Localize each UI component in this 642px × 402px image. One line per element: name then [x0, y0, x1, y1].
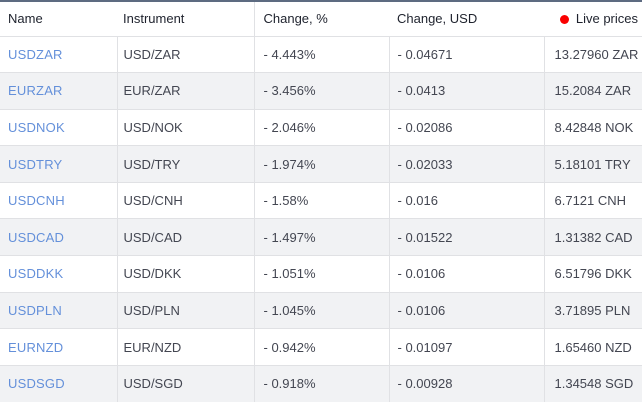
- symbol-link[interactable]: USDSGD: [8, 376, 65, 392]
- instrument-cell: USD/ZAR: [116, 35, 254, 73]
- change-pct-cell: - 0.942%: [253, 328, 389, 366]
- change-pct-cell: - 4.443%: [253, 35, 389, 73]
- table-row: USDPLN USD/PLN - 1.045% - 0.0106 3.71895…: [0, 291, 642, 329]
- table-row: EURNZD EUR/NZD - 0.942% - 0.01097 1.6546…: [0, 328, 642, 366]
- live-price-cell: 6.51796 DKK: [543, 255, 642, 293]
- table-row: USDZAR USD/ZAR - 4.443% - 0.04671 13.279…: [0, 35, 642, 73]
- symbol-link[interactable]: USDTRY: [8, 156, 63, 172]
- change-pct-cell: - 1.497%: [253, 218, 389, 256]
- instrument-cell: USD/DKK: [116, 255, 254, 293]
- change-pct-cell: - 1.045%: [253, 291, 389, 329]
- symbol-link[interactable]: USDNOK: [8, 119, 65, 135]
- change-pct-cell: - 1.974%: [253, 145, 389, 183]
- instrument-cell: USD/PLN: [116, 291, 254, 329]
- live-price-cell: 1.31382 CAD: [543, 218, 642, 256]
- table-row: USDTRY USD/TRY - 1.974% - 0.02033 5.1810…: [0, 145, 642, 183]
- column-header-name: Name: [8, 11, 43, 27]
- column-header-instrument: Instrument: [123, 11, 185, 27]
- live-dot-icon: [559, 15, 569, 25]
- live-price-cell: 13.27960 ZAR: [543, 35, 642, 73]
- change-pct-cell: - 1.051%: [253, 255, 389, 293]
- table-row: USDCNH USD/CNH - 1.58% - 0.016 6.7121 CN…: [0, 181, 642, 219]
- top-accent-bar: [0, 0, 642, 2]
- change-usd-cell: - 0.01097: [388, 328, 544, 366]
- live-price-cell: 1.34548 SGD: [543, 364, 642, 402]
- header-row: Name Instrument Change, % Change, USD Li…: [0, 2, 642, 36]
- change-usd-cell: - 0.0106: [388, 291, 544, 329]
- change-usd-cell: - 0.04671: [388, 35, 544, 73]
- change-usd-cell: - 0.00928: [388, 364, 544, 402]
- symbol-link[interactable]: USDCAD: [8, 229, 65, 245]
- symbol-link[interactable]: EURNZD: [8, 339, 64, 355]
- table-row: USDCAD USD/CAD - 1.497% - 0.01522 1.3138…: [0, 218, 642, 256]
- instrument-cell: USD/NOK: [116, 108, 254, 146]
- symbol-link[interactable]: USDDKK: [8, 266, 64, 282]
- change-pct-cell: - 0.918%: [253, 364, 389, 402]
- change-usd-cell: - 0.01522: [388, 218, 544, 256]
- instrument-cell: USD/CAD: [116, 218, 254, 256]
- change-usd-cell: - 0.0106: [388, 255, 544, 293]
- instrument-cell: USD/TRY: [116, 145, 254, 183]
- table-row: USDNOK USD/NOK - 2.046% - 0.02086 8.4284…: [0, 108, 642, 146]
- live-price-cell: 1.65460 NZD: [543, 328, 642, 366]
- symbol-link[interactable]: USDCNH: [8, 193, 65, 209]
- change-usd-cell: - 0.016: [388, 181, 544, 219]
- live-prices-label: Live prices: [575, 11, 638, 27]
- change-pct-cell: - 1.58%: [253, 181, 389, 219]
- column-header-live-prices: Live prices: [544, 2, 642, 36]
- change-usd-cell: - 0.0413: [388, 72, 544, 110]
- column-header-change-usd: Change, USD: [397, 11, 478, 27]
- change-pct-cell: - 3.456%: [253, 72, 389, 110]
- live-price-cell: 6.7121 CNH: [543, 181, 642, 219]
- change-pct-cell: - 2.046%: [253, 108, 389, 146]
- table-row: USDSGD USD/SGD - 0.918% - 0.00928 1.3454…: [0, 364, 642, 402]
- live-price-cell: 8.42848 NOK: [543, 108, 642, 146]
- instrument-cell: EUR/ZAR: [116, 72, 254, 110]
- symbol-link[interactable]: USDZAR: [8, 46, 63, 62]
- instrument-cell: USD/CNH: [116, 181, 254, 219]
- instrument-cell: USD/SGD: [116, 364, 254, 402]
- table-row: EURZAR EUR/ZAR - 3.456% - 0.0413 15.2084…: [0, 72, 642, 110]
- instrument-cell: EUR/NZD: [116, 328, 254, 366]
- live-price-cell: 5.18101 TRY: [543, 145, 642, 183]
- live-price-cell: 3.71895 PLN: [543, 291, 642, 329]
- symbol-link[interactable]: EURZAR: [8, 83, 63, 99]
- symbol-link[interactable]: USDPLN: [8, 302, 62, 318]
- live-price-cell: 15.2084 ZAR: [543, 72, 642, 110]
- change-usd-cell: - 0.02086: [388, 108, 544, 146]
- change-usd-cell: - 0.02033: [388, 145, 544, 183]
- column-header-change-pct: Change, %: [253, 2, 389, 36]
- table-row: USDDKK USD/DKK - 1.051% - 0.0106 6.51796…: [0, 255, 642, 293]
